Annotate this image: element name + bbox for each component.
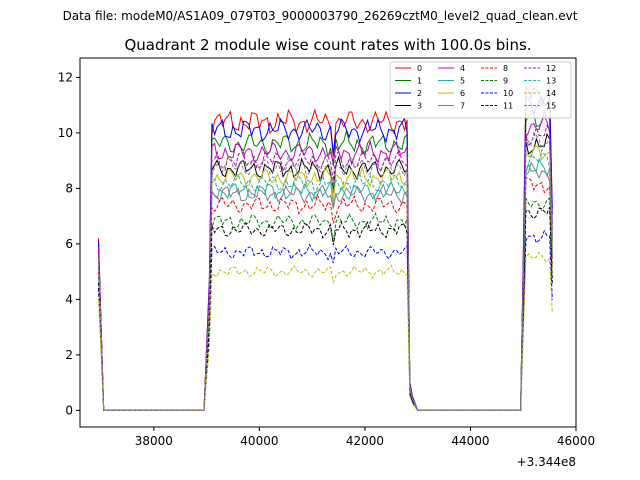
axes-frame <box>79 57 577 428</box>
legend-label-4: 4 <box>460 64 465 73</box>
y-tick-label: 12 <box>58 70 73 84</box>
y-tick-label: 6 <box>65 237 73 251</box>
y-tick-label: 4 <box>65 292 73 306</box>
series-line-10 <box>98 229 553 411</box>
legend-label-7: 7 <box>460 102 465 111</box>
legend-label-9: 9 <box>503 77 508 86</box>
series-line-15 <box>98 131 553 411</box>
legend-label-5: 5 <box>460 77 465 86</box>
series-line-11 <box>98 207 553 411</box>
x-offset-label: +3.344e8 <box>517 455 576 469</box>
series-line-7 <box>98 161 553 411</box>
legend-label-6: 6 <box>460 89 465 98</box>
chart-title: Quadrant 2 module wise count rates with … <box>124 36 531 54</box>
x-tick-label: 38000 <box>135 434 173 448</box>
x-tick-label: 46000 <box>557 434 595 448</box>
y-tick-label: 8 <box>65 181 73 195</box>
legend-label-8: 8 <box>503 64 508 73</box>
y-tick-label: 2 <box>65 348 73 362</box>
legend-label-13: 13 <box>546 77 556 86</box>
y-tick-label: 10 <box>58 126 73 140</box>
legend-label-3: 3 <box>417 102 422 111</box>
x-tick-label: 40000 <box>240 434 278 448</box>
series-line-9 <box>98 197 553 411</box>
x-tick-label: 44000 <box>451 434 489 448</box>
legend-label-10: 10 <box>503 89 513 98</box>
chart-suptitle: Data file: modeM0/AS1A09_079T03_90000037… <box>63 9 578 23</box>
series-line-14 <box>98 251 553 411</box>
series-line-8 <box>98 177 553 411</box>
series-layer <box>98 84 553 411</box>
legend-box <box>389 61 572 119</box>
x-tick-label: 42000 <box>346 434 384 448</box>
series-line-6 <box>98 145 553 411</box>
legend-label-2: 2 <box>417 89 422 98</box>
series-line-4 <box>98 115 553 411</box>
legend-label-11: 11 <box>503 102 513 111</box>
y-tick-label: 0 <box>65 403 73 417</box>
series-line-0 <box>98 84 553 411</box>
series-line-3 <box>98 132 553 411</box>
series-line-5 <box>98 158 553 411</box>
legend-label-12: 12 <box>546 64 556 73</box>
legend-label-15: 15 <box>546 102 556 111</box>
legend-label-1: 1 <box>417 77 422 86</box>
legend-label-14: 14 <box>546 89 556 98</box>
legend-label-0: 0 <box>417 64 422 73</box>
